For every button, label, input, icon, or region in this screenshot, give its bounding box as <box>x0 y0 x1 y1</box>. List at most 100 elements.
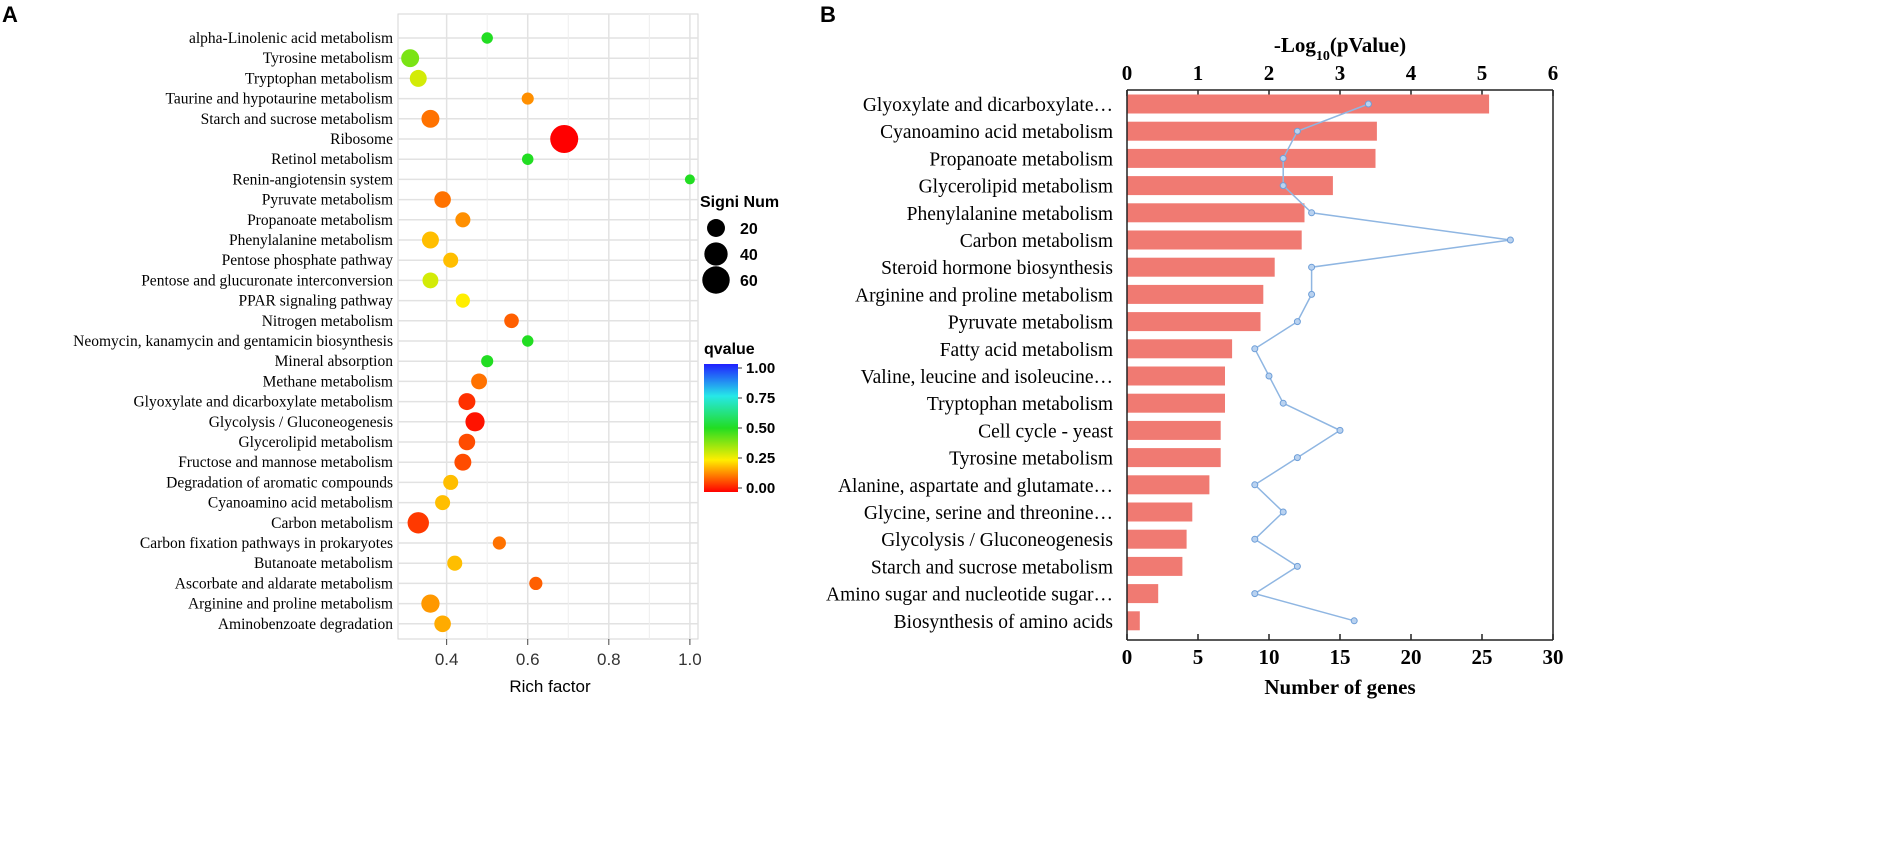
category-label: Glycerolipid metabolism <box>238 434 393 451</box>
bar <box>1127 257 1275 277</box>
data-point <box>434 615 451 633</box>
qvalue-tick-label: 0.50 <box>746 420 775 437</box>
category-label: Ascorbate and aldarate metabolism <box>175 575 393 592</box>
pvalue-point <box>1279 154 1287 162</box>
top-axis-tick-label: 3 <box>1335 61 1346 85</box>
category-label: Propanoate metabolism <box>247 212 393 229</box>
category-label: Pentose phosphate pathway <box>222 252 394 269</box>
data-point <box>521 153 534 165</box>
pvalue-point <box>1350 617 1358 625</box>
category-label: Aminobenzoate degradation <box>218 616 393 633</box>
top-axis-tick-label: 0 <box>1122 61 1133 85</box>
x-tick-label: 0.6 <box>516 650 540 669</box>
bar <box>1127 230 1302 250</box>
data-point <box>407 512 429 534</box>
bottom-axis-tick-label: 10 <box>1259 645 1280 669</box>
category-label: Glyoxylate and dicarboxylate… <box>863 95 1113 116</box>
top-axis-tick-label: 4 <box>1406 61 1417 85</box>
bottom-axis-tick-label: 0 <box>1122 645 1133 669</box>
pvalue-point <box>1279 508 1287 516</box>
panel-a-x-axis-label: Rich factor <box>509 677 591 696</box>
category-label: Carbon metabolism <box>271 515 393 532</box>
category-label: Glyoxylate and dicarboxylate metabolism <box>133 394 393 411</box>
panel-a-x-ticks: 0.4 0.6 0.8 1.0 <box>435 639 702 669</box>
panel-a-plot-area <box>397 13 699 640</box>
pvalue-point <box>1336 426 1344 434</box>
data-point <box>481 355 494 368</box>
bar <box>1127 556 1183 576</box>
size-legend-label: 40 <box>740 247 758 264</box>
pvalue-point <box>1251 345 1259 353</box>
data-point <box>481 32 493 44</box>
bottom-axis-tick-label: 30 <box>1543 645 1564 669</box>
data-point <box>455 293 470 308</box>
qvalue-tick-label: 0.75 <box>746 390 775 407</box>
category-label: Tyrosine metabolism <box>949 449 1113 470</box>
size-legend-label: 60 <box>740 273 758 290</box>
qvalue-tick-label: 0.25 <box>746 450 775 467</box>
x-tick-label: 1.0 <box>678 650 702 669</box>
panel-b-category-labels: Glyoxylate and dicarboxylate… Cyanoamino … <box>826 95 1114 633</box>
category-label: Fructose and mannose metabolism <box>178 454 393 471</box>
category-label: Carbon fixation pathways in prokaryotes <box>140 535 393 552</box>
pvalue-point <box>1308 209 1316 217</box>
category-label: Renin-angiotensin system <box>232 171 393 188</box>
category-label: Cyanoamino acid metabolism <box>880 122 1113 143</box>
panel-b-bottom-axis: 0 5 10 15 20 25 30 <box>1122 90 1564 669</box>
qvalue-legend: qvalue 1.00 0.75 0.50 0.25 0.00 <box>704 341 775 497</box>
panel-b-label: B <box>820 2 836 27</box>
bar <box>1127 312 1261 332</box>
size-legend-circle <box>707 219 725 237</box>
bottom-axis-tick-label: 20 <box>1401 645 1422 669</box>
category-label: PPAR signaling pathway <box>239 293 394 310</box>
data-point <box>521 335 534 347</box>
category-label: Methane metabolism <box>263 373 393 390</box>
qvalue-legend-ticks: 1.00 0.75 0.50 0.25 0.00 <box>738 360 775 497</box>
bar <box>1127 284 1264 304</box>
category-label: Propanoate metabolism <box>929 149 1113 170</box>
bottom-axis-tick-label: 25 <box>1472 645 1493 669</box>
panel-a: A alpha-Linolenic acid metabolism Tyrosin… <box>2 2 779 696</box>
data-point <box>421 594 440 613</box>
data-point <box>529 576 543 591</box>
bar <box>1127 94 1490 114</box>
category-label: Phenylalanine metabolism <box>229 232 393 249</box>
category-label: Starch and sucrose metabolism <box>201 111 393 128</box>
top-axis-tick-label: 2 <box>1264 61 1275 85</box>
category-label: Alanine, aspartate and glutamate… <box>838 476 1113 497</box>
bar <box>1127 121 1377 141</box>
bar <box>1127 339 1233 359</box>
category-label: Mineral absorption <box>275 353 394 370</box>
category-label: Butanoate metabolism <box>254 555 393 572</box>
category-label: Ribosome <box>330 131 393 148</box>
bar <box>1127 475 1210 495</box>
data-point <box>454 453 472 471</box>
panel-a-points <box>401 32 695 633</box>
category-label: alpha-Linolenic acid metabolism <box>189 30 393 47</box>
category-label: Glycolysis / Gluconeogenesis <box>209 414 393 431</box>
pvalue-point <box>1293 127 1301 135</box>
data-point <box>443 252 459 268</box>
bar <box>1127 176 1333 196</box>
pvalue-point <box>1265 372 1273 380</box>
bar <box>1127 584 1159 604</box>
category-label: Degradation of aromatic compounds <box>166 474 393 491</box>
panel-a-category-labels: alpha-Linolenic acid metabolism Tyrosine … <box>73 30 393 633</box>
bar <box>1127 203 1305 223</box>
pvalue-point <box>1506 236 1514 244</box>
pvalue-point <box>1293 454 1301 462</box>
size-legend: Signi Num 20 40 60 <box>700 194 779 294</box>
bar <box>1127 611 1140 631</box>
category-label: Arginine and proline metabolism <box>188 596 393 613</box>
category-label: Pyruvate metabolism <box>948 313 1113 334</box>
data-point <box>421 231 439 249</box>
pvalue-line <box>1252 103 1511 622</box>
category-label: Biosynthesis of amino acids <box>894 612 1113 633</box>
pvalue-point <box>1293 562 1301 570</box>
category-label: Starch and sucrose metabolism <box>871 557 1113 578</box>
category-label: Taurine and hypotaurine metabolism <box>166 91 393 108</box>
top-axis-tick-label: 5 <box>1477 61 1488 85</box>
size-legend-items: 20 40 60 <box>702 219 758 294</box>
qvalue-tick-label: 1.00 <box>746 360 775 377</box>
